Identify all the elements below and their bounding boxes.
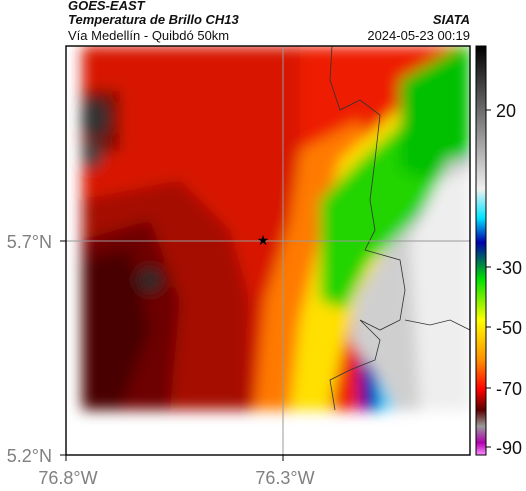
star-icon: ★: [257, 232, 270, 248]
boundary-line-2: [404, 319, 470, 331]
colorbar-label-4: -70: [496, 379, 522, 399]
colorbar: [475, 45, 487, 456]
header-datetime: 2024-05-23 00:19: [367, 28, 470, 43]
colorbar-label-5: -90: [496, 438, 522, 458]
colorbar-label-3: -50: [496, 318, 522, 338]
map-frame: [65, 45, 471, 456]
header-title-line2: Temperatura de Brillo CH13: [68, 12, 239, 27]
colorbar-label-1: 20: [496, 101, 516, 121]
header-source: SIATA: [432, 12, 470, 27]
y-tick-label-2: 5.2°N: [7, 446, 52, 466]
boundary-line-1: [329, 46, 406, 411]
header-title-line1: GOES-EAST: [68, 0, 145, 13]
brightness-temperature-map: [66, 46, 470, 455]
x-tick-label-1: 76.8°W: [38, 468, 97, 488]
header-subtitle: Vía Medellín - Quibdó 50km: [68, 28, 230, 43]
colorbar-label-2: -30: [496, 258, 522, 278]
y-tick-label-1: 5.7°N: [7, 232, 52, 252]
x-tick-label-2: 76.3°W: [255, 468, 314, 488]
